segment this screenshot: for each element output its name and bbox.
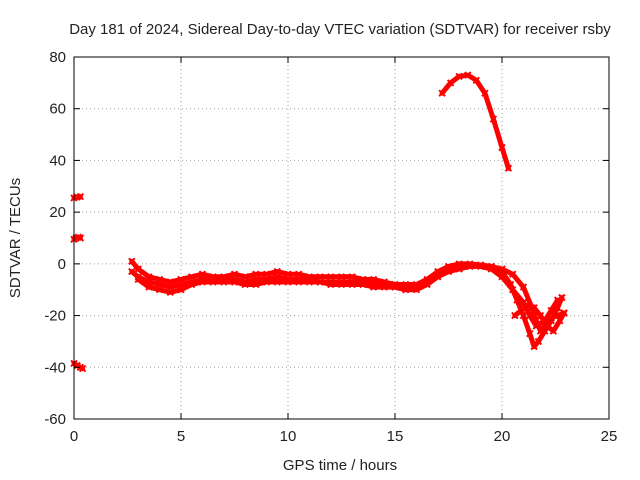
data-point	[262, 278, 271, 286]
data-point	[316, 278, 324, 286]
data-point	[241, 280, 249, 289]
x-tick-label: 15	[387, 428, 404, 445]
data-point	[145, 283, 153, 291]
y-tick-label: -20	[44, 308, 66, 325]
data-point	[455, 72, 463, 81]
data-point	[476, 262, 485, 271]
data-point	[305, 278, 314, 286]
data-point	[466, 262, 474, 271]
data-point	[530, 304, 538, 312]
data-point	[444, 267, 453, 276]
data-point	[464, 71, 472, 79]
y-tick-label: 40	[49, 152, 66, 169]
data-point	[134, 275, 142, 284]
data-point	[523, 301, 532, 309]
y-tick-label: 20	[49, 204, 66, 221]
y-tick-label: -60	[44, 411, 66, 428]
data-point	[508, 270, 517, 278]
data-series	[70, 71, 568, 373]
data-point	[209, 278, 217, 286]
data-point	[549, 327, 558, 335]
x-axis-ticks: 0 5 10 15 20 25	[70, 57, 618, 445]
data-point	[327, 280, 335, 289]
data-point	[526, 329, 534, 338]
data-point	[177, 285, 185, 294]
data-point	[294, 278, 303, 286]
data-point	[543, 322, 551, 330]
data-point	[519, 283, 528, 291]
data-point	[166, 288, 175, 297]
plot-frame	[73, 56, 610, 420]
data-point	[489, 115, 498, 123]
data-point	[230, 278, 239, 286]
series-seg-late-arc	[439, 72, 511, 171]
y-tick-label: 0	[58, 256, 66, 273]
x-tick-label: 0	[70, 428, 78, 445]
data-point	[519, 311, 528, 320]
data-point	[508, 285, 517, 294]
y-axis-label: SDTVAR / TECUs	[7, 178, 24, 298]
data-point	[155, 285, 164, 294]
data-point	[498, 143, 506, 152]
data-point	[498, 273, 506, 281]
axes	[73, 56, 610, 420]
data-point	[438, 89, 446, 97]
data-point	[534, 337, 543, 346]
data-point	[517, 306, 526, 315]
data-point	[526, 311, 534, 320]
chart-title: Day 181 of 2024, Sidereal Day-to-day VTE…	[69, 21, 611, 38]
data-point	[423, 280, 431, 289]
data-point	[481, 89, 489, 97]
data-point	[511, 311, 519, 320]
data-point	[369, 283, 378, 291]
data-point	[128, 267, 136, 276]
data-point	[76, 192, 85, 201]
data-point	[412, 285, 421, 294]
data-point	[536, 311, 545, 320]
data-point	[556, 316, 564, 325]
data-point	[284, 278, 292, 286]
data-point	[134, 265, 142, 273]
data-point	[541, 327, 549, 335]
data-point	[76, 234, 85, 242]
data-point	[337, 280, 346, 289]
x-axis-label: GPS time / hours	[283, 457, 397, 474]
data-point	[198, 278, 207, 286]
grid-lines	[74, 57, 609, 419]
y-tick-label: -40	[44, 359, 66, 376]
x-tick-label: 10	[280, 428, 297, 445]
data-point	[547, 306, 555, 315]
y-axis-ticks: -60 -40 -20 0 20 40 60 80	[44, 49, 609, 428]
data-point	[434, 273, 442, 281]
x-tick-label: 25	[601, 428, 618, 445]
x-tick-label: 5	[177, 428, 185, 445]
y-tick-label: 80	[49, 49, 66, 66]
data-point	[78, 364, 87, 373]
data-point	[504, 164, 513, 172]
x-tick-label: 20	[494, 428, 511, 445]
data-point	[348, 280, 356, 289]
data-point	[128, 257, 136, 266]
data-point	[401, 285, 410, 294]
data-point	[391, 283, 399, 291]
data-point	[273, 278, 282, 286]
data-point	[220, 278, 228, 286]
data-point	[472, 76, 481, 85]
data-point	[560, 309, 568, 317]
data-point	[446, 79, 455, 87]
data-point	[532, 322, 540, 330]
data-point	[487, 265, 496, 273]
data-point	[359, 280, 367, 289]
data-point	[553, 296, 562, 304]
data-point	[455, 265, 463, 273]
data-point	[252, 280, 260, 289]
y-tick-label: 60	[49, 101, 66, 118]
data-point	[380, 283, 389, 291]
data-point	[187, 280, 196, 289]
